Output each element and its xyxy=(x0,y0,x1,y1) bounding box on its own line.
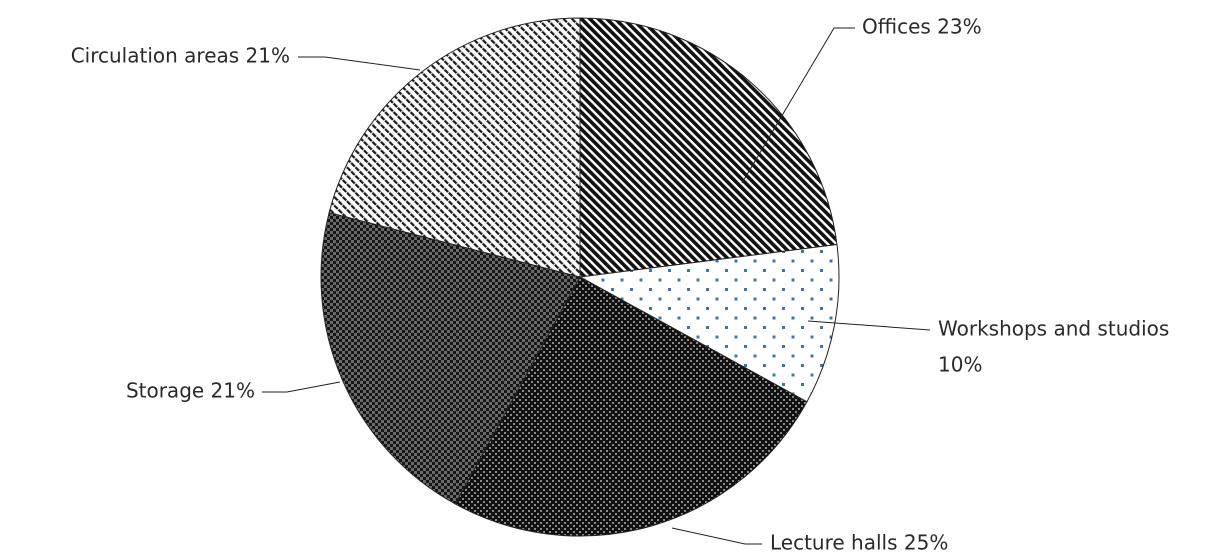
pie-slice-2 xyxy=(454,276,808,537)
slice-label-1-line-0: Workshops and studios xyxy=(938,317,1169,341)
leader-line-2 xyxy=(671,527,762,545)
pie-slice-3 xyxy=(320,211,581,505)
leader-line-0 xyxy=(741,27,855,184)
pie-slice-1 xyxy=(578,243,840,403)
pie-slices xyxy=(320,17,840,537)
pie-slice-0 xyxy=(579,17,838,278)
slice-label-1-line-1: 10% xyxy=(938,353,982,377)
slice-label-3: Storage 21% xyxy=(126,379,255,403)
leader-line-4 xyxy=(298,56,421,71)
leader-line-1 xyxy=(807,320,931,331)
leader-lines xyxy=(262,27,931,545)
slice-label-0: Offices 23% xyxy=(862,15,982,39)
leader-line-3 xyxy=(262,381,341,393)
slice-label-2: Lecture halls 25% xyxy=(770,531,948,555)
slice-labels: Offices 23% Workshops and studios 10% Lectu… xyxy=(71,15,1170,555)
pie-slice-4 xyxy=(328,17,581,278)
slice-label-4: Circulation areas 21% xyxy=(71,44,290,68)
